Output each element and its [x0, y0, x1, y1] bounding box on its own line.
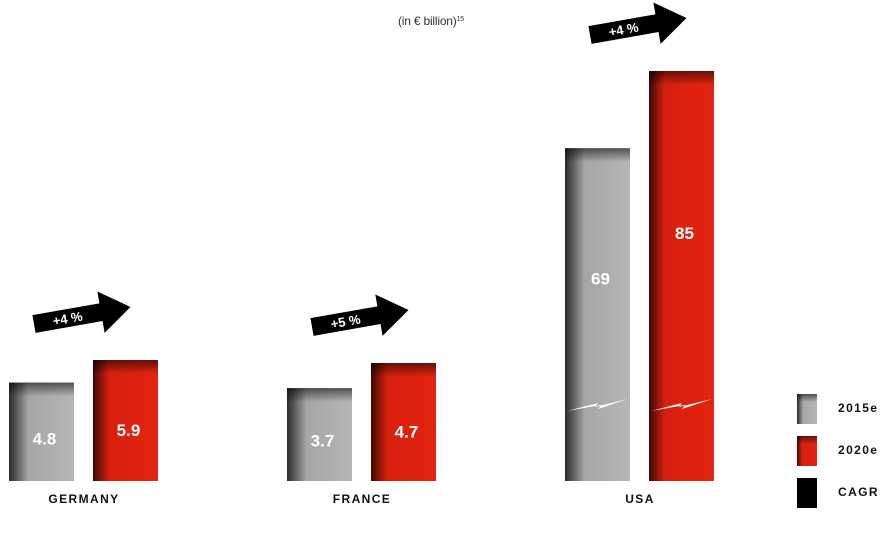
data-label-germany-2020e: 5.9	[117, 421, 141, 440]
axis-break-usa-2020e	[651, 399, 712, 411]
category-label-germany: GERMANY	[48, 492, 119, 506]
unit-note-footnote: 15	[456, 16, 465, 23]
legend-swatch-2020e	[797, 436, 817, 466]
bar-germany-2015e	[9, 382, 74, 481]
cagr-label-germany: +4 %	[51, 309, 84, 329]
cagr-arrow-germany: +4 %	[32, 291, 131, 333]
bar-top-shade-france-2020e	[371, 363, 436, 377]
bar-top-shade-france-2015e	[287, 388, 352, 403]
legend-item-2020e: 2020e	[797, 436, 880, 466]
cagr-arrow-france: +5 %	[310, 294, 409, 336]
cagr-arrow-usa: +4 %	[588, 2, 687, 44]
bar-top-shade-germany-2015e	[9, 382, 74, 397]
bar-top-shade-usa-2015e	[565, 148, 630, 163]
bar-top-shade-usa-2020e	[649, 71, 714, 85]
data-label-usa-2020e: 85	[675, 224, 694, 243]
legend-swatch-2015e	[797, 394, 817, 424]
bar-france-2020e	[371, 363, 436, 481]
bar-usa-2015e	[565, 148, 630, 482]
bar-usa-2020e	[649, 71, 714, 481]
cagr-label-france: +5 %	[329, 312, 362, 332]
axis-break-usa-2015e	[567, 399, 628, 411]
legend-label-cagr: CAGR	[838, 485, 879, 499]
bar-france-2015e	[287, 388, 352, 481]
legend-label-2020e: 2020e	[838, 443, 879, 457]
cagr-arrow-shape-usa	[588, 2, 687, 44]
legend-item-2015e: 2015e	[797, 394, 880, 424]
data-label-germany-2015e: 4.8	[33, 430, 57, 449]
data-label-usa-2015e: 69	[591, 270, 610, 289]
data-label-france-2015e: 3.7	[311, 432, 335, 451]
cagr-arrow-shape-france	[310, 294, 409, 336]
chart-unit-note: (in € billion)15	[398, 14, 464, 28]
unit-note-text: (in € billion)	[398, 14, 457, 28]
category-label-france: FRANCE	[333, 492, 391, 506]
category-label-usa: USA	[625, 492, 655, 506]
legend-swatch-cagr	[797, 478, 817, 508]
cagr-label-usa: +4 %	[607, 20, 640, 40]
data-label-france-2020e: 4.7	[395, 422, 419, 441]
legend-item-cagr: CAGR	[797, 478, 880, 508]
bar-top-shade-germany-2020e	[93, 360, 158, 374]
bar-germany-2020e	[93, 360, 158, 481]
cagr-arrow-shape-germany	[32, 291, 131, 333]
legend-label-2015e: 2015e	[838, 401, 879, 415]
